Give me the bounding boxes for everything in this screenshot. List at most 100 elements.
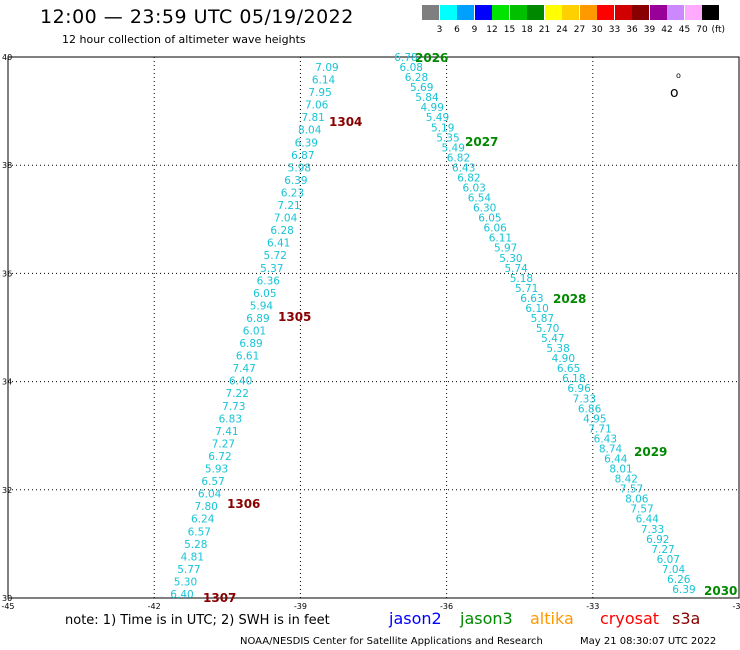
- legend-label: 18: [521, 25, 533, 35]
- wave-height-value: 6.03: [462, 182, 485, 194]
- legend-label: 33: [608, 25, 621, 35]
- wave-height-value: 7.41: [215, 426, 238, 438]
- wave-height-value: 5.49: [442, 142, 465, 154]
- wave-height-value: 5.18: [510, 273, 533, 285]
- wave-height-value: 5.35: [436, 132, 459, 144]
- wave-height-value: 6.11: [489, 233, 512, 245]
- wave-height-value: 5.87: [531, 313, 554, 325]
- x-tick-label: -42: [148, 602, 161, 611]
- wave-height-value: 7.73: [222, 401, 245, 413]
- wave-height-value: 6.44: [604, 454, 628, 466]
- wave-height-value: 5.77: [177, 564, 200, 576]
- wave-height-value: 6.72: [208, 451, 231, 463]
- wave-height-value: 7.22: [226, 388, 249, 400]
- credit-line: NOAA/NESDIS Center for Satellite Applica…: [240, 636, 543, 647]
- wave-height-value: 6.01: [243, 326, 266, 338]
- wave-height-value: 6.28: [405, 72, 428, 84]
- wave-height-value: 7.47: [232, 363, 255, 375]
- wave-height-value: 5.97: [494, 243, 517, 255]
- legend-swatch: [509, 5, 527, 20]
- y-tick-label: 34: [2, 378, 12, 387]
- wave-height-value: 5.37: [260, 263, 283, 275]
- map-axes: -45 -42 -39 -36 -33 -30 30 32 34 36 38 40: [1, 53, 740, 611]
- wave-height-value: 6.08: [400, 62, 423, 74]
- wave-height-value: 6.24: [191, 514, 215, 526]
- legend-swatch: [422, 5, 439, 20]
- wave-height-value: 6.07: [657, 554, 680, 566]
- wave-height-value: 6.40: [170, 589, 193, 601]
- wave-height-value: 6.57: [201, 476, 224, 488]
- legend-swatch: [702, 5, 719, 20]
- chart-subtitle: 12 hour collection of altimeter wave hei…: [62, 33, 306, 46]
- wave-height-value: 6.82: [457, 172, 480, 184]
- legend-swatch: [474, 5, 492, 20]
- x-tick-label: -30: [732, 602, 740, 611]
- legend-swatch: [457, 5, 474, 20]
- wave-height-value: 7.33: [641, 524, 664, 536]
- wave-height-value: 6.63: [520, 293, 543, 305]
- wave-height-value: 5.72: [264, 250, 287, 262]
- wave-height-value: 8.06: [625, 494, 649, 506]
- wave-height-value: 7.06: [305, 100, 329, 112]
- wave-height-value: 7.95: [308, 87, 331, 99]
- wave-height-value: 6.82: [447, 152, 470, 164]
- y-tick-label: 32: [2, 486, 12, 495]
- map-frame: [7, 56, 740, 599]
- x-tick-label: -45: [1, 602, 14, 611]
- timestamp: May 21 08:30:07 UTC 2022: [580, 636, 717, 647]
- wave-height-value: 6.43: [452, 162, 475, 174]
- legend-label: 36: [626, 25, 638, 35]
- legend-swatch: [597, 5, 614, 20]
- wave-height-value: 7.33: [573, 393, 596, 405]
- track-points: 7.096.147.957.067.818.046.396.875.986.39…: [170, 52, 695, 601]
- wave-height-value: 7.80: [194, 501, 217, 513]
- wave-height-value: 5.98: [288, 162, 311, 174]
- wave-height-value: 6.39: [672, 584, 695, 596]
- chart-title: 12:00 — 23:59 UTC 05/19/2022: [40, 6, 354, 28]
- legend-label: 45: [678, 25, 691, 35]
- wave-height-value: 6.26: [667, 574, 691, 586]
- wave-height-value: 7.57: [620, 484, 643, 496]
- island-mark-small: o: [676, 71, 681, 80]
- wave-height-value: 6.23: [281, 187, 304, 199]
- wave-height-value: 7.04: [274, 213, 298, 225]
- pass-number: 2030: [704, 584, 737, 598]
- y-tick-label: 38: [2, 161, 12, 170]
- wave-height-value: 7.04: [662, 564, 686, 576]
- legend-swatch: [544, 5, 562, 20]
- pass-number: 2026: [415, 51, 448, 65]
- wave-height-value: 7.27: [212, 438, 235, 450]
- x-tick-label: -39: [294, 602, 307, 611]
- legend-swatch: [667, 5, 684, 20]
- wave-height-value: 6.96: [567, 383, 591, 395]
- wave-height-value: 6.87: [291, 150, 314, 162]
- pass-labels: 2026 1304 2027 2028 1305 1306 2029 1307 2030: [203, 51, 737, 605]
- satellite-s3a: s3a: [672, 609, 701, 628]
- wave-height-value: 5.70: [536, 323, 559, 335]
- wave-height-value: 8.42: [615, 474, 638, 486]
- island-mark: o: [670, 85, 679, 101]
- wave-height-value: 6.39: [295, 137, 318, 149]
- legend-label: 24: [556, 25, 568, 35]
- satellite-jason2: jason2: [389, 609, 442, 628]
- legend-swatch: [562, 5, 579, 20]
- wave-height-value: 6.89: [239, 338, 262, 350]
- wave-height-value: 6.61: [236, 351, 259, 363]
- legend-swatch: [527, 5, 544, 20]
- wave-height-value: 6.89: [246, 313, 269, 325]
- legend-label: 6: [454, 25, 460, 35]
- wave-height-value: 6.39: [284, 175, 307, 187]
- wave-height-value: 8.74: [599, 443, 623, 455]
- wave-height-value: 5.47: [541, 333, 564, 345]
- x-tick-label: -33: [586, 602, 599, 611]
- legend-swatch: [684, 5, 702, 20]
- wave-height-value: 6.40: [229, 376, 252, 388]
- wave-height-value: 4.95: [583, 413, 606, 425]
- wave-height-value: 6.04: [198, 489, 222, 501]
- legend-label: 70: [696, 25, 708, 35]
- wave-height-value: 6.41: [267, 238, 290, 250]
- wave-height-value: 7.71: [588, 423, 611, 435]
- wave-height-value: 7.21: [277, 200, 300, 212]
- wave-height-value: 6.78: [394, 52, 417, 64]
